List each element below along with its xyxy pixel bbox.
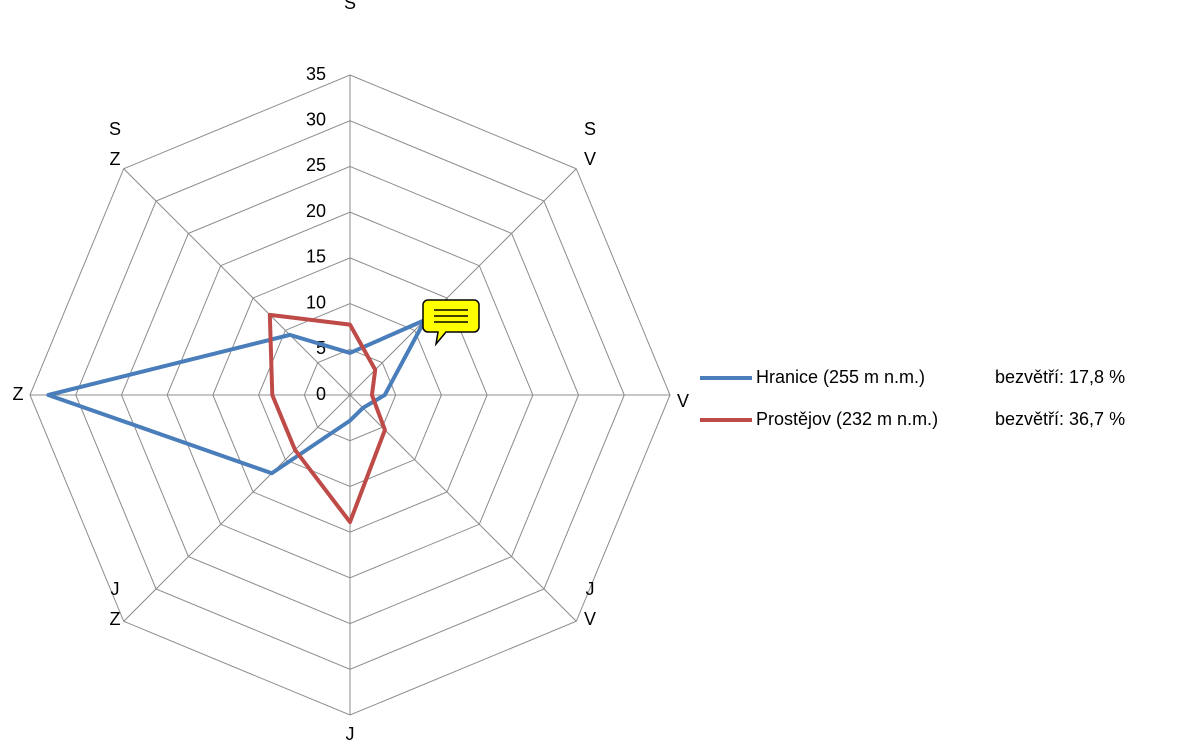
y-tick-label: 35 — [306, 64, 326, 84]
y-tick-label: 10 — [306, 292, 326, 312]
y-tick-label: 25 — [306, 155, 326, 175]
category-label: V — [677, 391, 689, 411]
y-tick-label: 20 — [306, 201, 326, 221]
category-label: Z — [13, 384, 24, 404]
y-tick-label: 0 — [316, 384, 326, 404]
legend-label: Prostějov (232 m n.m.) — [756, 409, 938, 429]
spoke — [349, 168, 577, 396]
category-label: J — [346, 724, 355, 744]
series-line — [267, 312, 387, 525]
y-tick-label: 5 — [316, 338, 326, 358]
spoke — [349, 394, 577, 622]
spoke — [123, 394, 351, 622]
annotation: bezvětří: 17,8 % — [995, 367, 1125, 387]
y-tick-label: 15 — [306, 247, 326, 267]
y-tick-label: 30 — [306, 109, 326, 129]
series-line — [46, 318, 427, 476]
legend-label: Hranice (255 m n.m.) — [756, 367, 925, 387]
category-label: S — [344, 0, 356, 13]
comment-icon — [422, 299, 480, 347]
spoke — [123, 168, 351, 396]
annotation: bezvětří: 36,7 % — [995, 409, 1125, 429]
